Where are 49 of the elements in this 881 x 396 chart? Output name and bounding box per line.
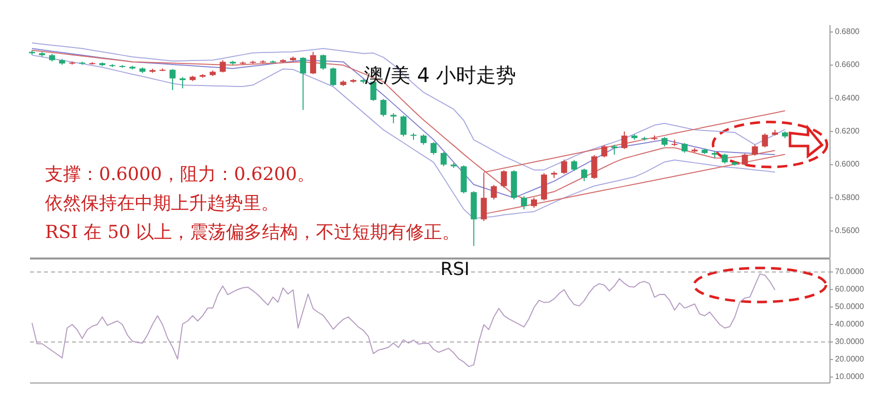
candlestick xyxy=(520,196,527,210)
candlestick xyxy=(682,142,688,154)
candlestick xyxy=(390,112,396,124)
y-tick-label: 10.0000 xyxy=(835,372,864,382)
y-tick-label: 0.6200 xyxy=(835,126,860,136)
candlestick xyxy=(742,153,748,166)
y-tick-label: 0.6400 xyxy=(835,93,860,102)
annotation: 支撑：0.6000，阻力：0.6200。 xyxy=(45,164,315,185)
chart-title: RSI xyxy=(440,259,470,280)
y-tick-label: 20.0000 xyxy=(835,354,864,364)
candlestick xyxy=(430,142,437,156)
candlestick xyxy=(420,134,427,146)
candlestick xyxy=(591,154,598,180)
candlestick xyxy=(180,76,186,89)
candlestick xyxy=(170,68,176,91)
y-tick-label: 0.5600 xyxy=(835,226,860,236)
y-tick-label: 0.6000 xyxy=(835,160,860,169)
candlestick xyxy=(762,132,768,148)
candlestick xyxy=(621,130,628,150)
candlestick xyxy=(490,184,497,200)
candlestick xyxy=(480,172,487,222)
y-tick-label: 50.0000 xyxy=(835,302,864,312)
candlestick xyxy=(320,54,326,70)
candlestick xyxy=(662,136,668,147)
candlestick xyxy=(500,170,507,188)
y-tick-label: 30.0000 xyxy=(835,337,864,346)
y-tick-label: 0.6600 xyxy=(835,60,860,70)
candlestick xyxy=(561,159,568,174)
y-tick-label: 60.0000 xyxy=(835,284,864,294)
y-tick-label: 70.0000 xyxy=(835,267,864,276)
candlestick xyxy=(601,144,608,158)
candlestick xyxy=(220,60,226,73)
candlestick xyxy=(330,66,336,87)
candlestick xyxy=(611,144,618,156)
annotation: 依然保持在中期上升趋势里。 xyxy=(45,193,279,214)
candlestick xyxy=(300,56,306,110)
candlestick xyxy=(571,159,578,172)
candlestick xyxy=(400,115,406,137)
candlestick xyxy=(380,98,386,118)
candlestick xyxy=(530,197,538,208)
candlestick xyxy=(440,152,447,167)
y-tick-label: 0.6800 xyxy=(835,27,860,36)
candlestick xyxy=(752,144,758,156)
y-tick-label: 40.0000 xyxy=(835,320,864,329)
y-tick-label: 0.5800 xyxy=(835,192,860,202)
candlestick xyxy=(581,168,588,182)
annotation: RSI 在 50 以上，震荡偏多结构，不过短期有修正。 xyxy=(45,222,460,243)
candlestick xyxy=(722,153,728,164)
candlestick xyxy=(310,51,316,75)
